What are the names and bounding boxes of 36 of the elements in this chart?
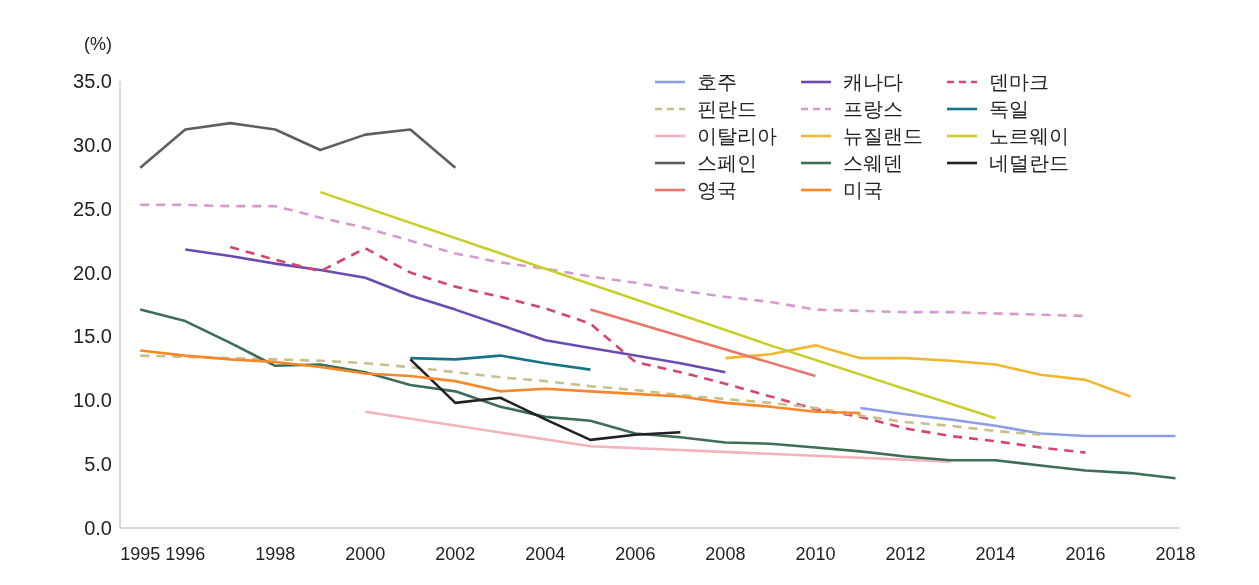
legend-label: 덴마크: [989, 71, 1049, 93]
legend-label: 스페인: [697, 152, 757, 174]
x-tick-label: 2008: [705, 544, 746, 564]
y-tick-label: 35.0: [73, 70, 112, 92]
legend-label: 호주: [697, 71, 737, 93]
legend-label: 캐나다: [843, 71, 903, 93]
x-tick-label: 1996: [165, 544, 206, 564]
x-tick-label: 2014: [975, 544, 1016, 564]
x-tick-label: 2010: [795, 544, 836, 564]
x-tick-label: 2006: [615, 544, 656, 564]
x-tick-label: 1998: [255, 544, 296, 564]
x-tick-label: 1995: [120, 544, 161, 564]
legend-label: 노르웨이: [989, 125, 1069, 147]
y-tick-label: 20.0: [73, 261, 112, 284]
y-tick-label: 0.0: [84, 517, 112, 539]
y-tick-label: 10.0: [73, 389, 112, 412]
x-tick-label: 2002: [435, 544, 476, 564]
legend-label: 스웨덴: [843, 152, 903, 174]
x-tick-label: 2000: [345, 544, 386, 564]
x-tick-label: 2012: [885, 544, 926, 564]
y-axis-title: (%): [84, 34, 112, 54]
legend-label: 네덜란드: [989, 152, 1069, 174]
legend-label: 프랑스: [843, 98, 903, 120]
legend-label: 이탈리아: [697, 125, 777, 147]
y-tick-label: 25.0: [73, 197, 112, 220]
legend-label: 영국: [697, 179, 737, 201]
legend-label: 핀란드: [697, 98, 757, 120]
x-tick-label: 2004: [525, 544, 566, 564]
y-tick-label: 30.0: [73, 133, 112, 156]
x-tick-label: 2016: [1065, 544, 1106, 564]
x-tick-label: 2018: [1155, 544, 1196, 564]
legend-label: 미국: [843, 179, 883, 201]
legend-label: 뉴질랜드: [843, 125, 923, 147]
y-tick-label: 5.0: [84, 453, 112, 476]
legend-label: 독일: [989, 98, 1029, 120]
y-tick-label: 15.0: [73, 325, 112, 348]
